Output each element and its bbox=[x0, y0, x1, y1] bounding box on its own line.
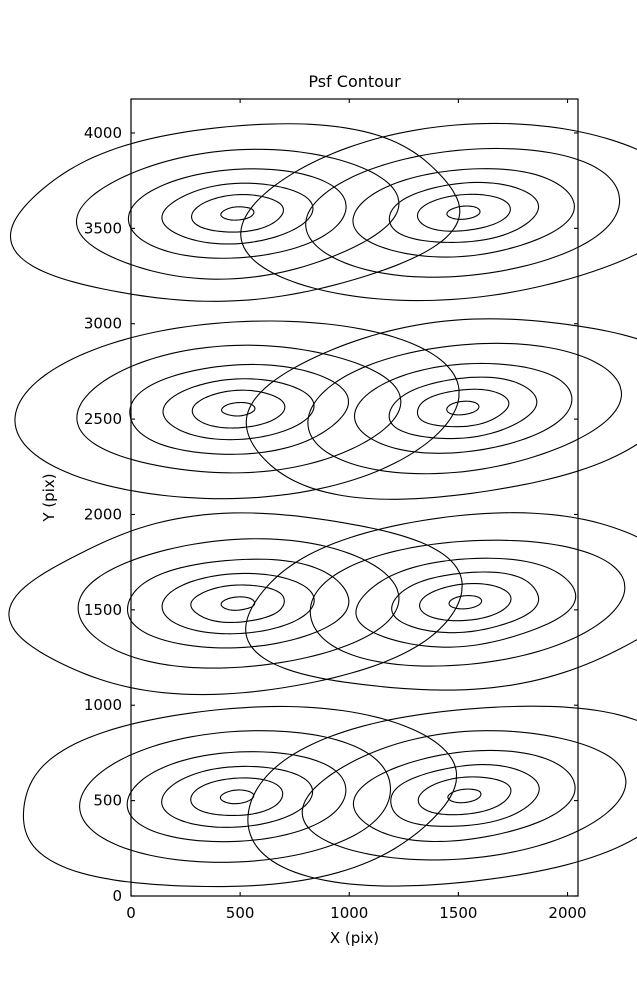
psf-contour-ring bbox=[352, 749, 576, 843]
psf-contour-ring bbox=[126, 751, 347, 843]
psf-contour-ring bbox=[14, 320, 460, 500]
y-axis-label: Y (pix) bbox=[40, 473, 58, 522]
y-tick-label: 1500 bbox=[84, 601, 122, 619]
psf-contour-ring bbox=[191, 389, 286, 429]
psf-contour-ring bbox=[355, 557, 577, 648]
psf-contour-ring bbox=[79, 730, 392, 863]
psf-contour-ring bbox=[161, 572, 315, 635]
psf-contour-ring bbox=[390, 764, 540, 827]
psf-contour-ring bbox=[190, 777, 284, 817]
psf-contour-ring bbox=[9, 123, 461, 302]
psf-contour-ring bbox=[8, 512, 463, 696]
psf-contour-island bbox=[8, 512, 463, 696]
x-tick-label: 1500 bbox=[439, 904, 477, 922]
psf-contour-island bbox=[9, 123, 461, 302]
psf-contour-island bbox=[247, 705, 637, 887]
psf-contour-ring bbox=[129, 363, 349, 455]
psf-contour-ring bbox=[448, 595, 483, 610]
psf-contour-island bbox=[245, 512, 637, 691]
psf-contour-island bbox=[245, 318, 637, 500]
psf-contour-ring bbox=[190, 584, 285, 624]
psf-contour-ring bbox=[161, 182, 314, 245]
psf-contour-ring bbox=[22, 705, 458, 888]
x-tick-label: 2000 bbox=[548, 904, 586, 922]
y-tick-label: 1000 bbox=[84, 696, 122, 714]
y-tick-label: 3500 bbox=[84, 219, 122, 237]
psf-contour-ring bbox=[219, 789, 255, 805]
psf-contour-island bbox=[240, 122, 637, 302]
psf-contour-ring bbox=[240, 122, 637, 302]
psf-contour-ring bbox=[446, 400, 480, 416]
psf-contour-ring bbox=[309, 539, 626, 667]
psf-contour-island bbox=[22, 705, 458, 888]
psf-contour-ring bbox=[162, 378, 315, 441]
psf-contour-ring bbox=[447, 788, 482, 804]
psf-contour-ring bbox=[391, 571, 540, 634]
psf-contour-ring bbox=[388, 181, 540, 243]
psf-contour-ring bbox=[416, 388, 510, 428]
psf-contour-ring bbox=[220, 596, 256, 611]
psf-contour-island bbox=[14, 320, 460, 500]
psf-contour-ring bbox=[417, 776, 512, 816]
psf-contour-ring bbox=[77, 538, 400, 669]
psf-contour-ring bbox=[75, 148, 400, 280]
psf-contour-ring bbox=[305, 147, 621, 278]
psf-contour-ring bbox=[388, 376, 538, 440]
x-tick-label: 0 bbox=[126, 904, 136, 922]
psf-contour-ring bbox=[76, 344, 402, 474]
psf-contour-ring bbox=[307, 342, 623, 475]
x-tick-label: 1000 bbox=[330, 904, 368, 922]
psf-contour-ring bbox=[353, 362, 573, 454]
psf-contour-ring bbox=[247, 705, 637, 887]
x-tick-label: 500 bbox=[226, 904, 255, 922]
x-axis-label: X (pix) bbox=[330, 929, 379, 947]
psf-contour-ring bbox=[416, 193, 511, 232]
psf-contour-ring bbox=[245, 512, 637, 691]
y-tick-label: 2500 bbox=[84, 410, 122, 428]
y-tick-label: 500 bbox=[93, 792, 122, 810]
psf-contour-ring bbox=[245, 318, 637, 500]
y-tick-label: 3000 bbox=[84, 315, 122, 333]
psf-contour-ring bbox=[301, 730, 627, 861]
psf-contour-ring bbox=[127, 168, 347, 259]
y-tick-label: 4000 bbox=[84, 124, 122, 142]
psf-contour-ring bbox=[352, 168, 575, 258]
psf-contour-ring bbox=[161, 765, 314, 828]
y-tick-label: 0 bbox=[112, 887, 122, 905]
psf-contour-ring bbox=[446, 205, 481, 220]
psf-contour-ring bbox=[126, 558, 350, 649]
psf-contour-ring bbox=[191, 194, 285, 233]
psf-contour-ring bbox=[419, 582, 512, 622]
y-tick-label: 2000 bbox=[84, 505, 122, 523]
psf-contour-ring bbox=[220, 206, 255, 221]
plot-title: Psf Contour bbox=[308, 72, 401, 91]
